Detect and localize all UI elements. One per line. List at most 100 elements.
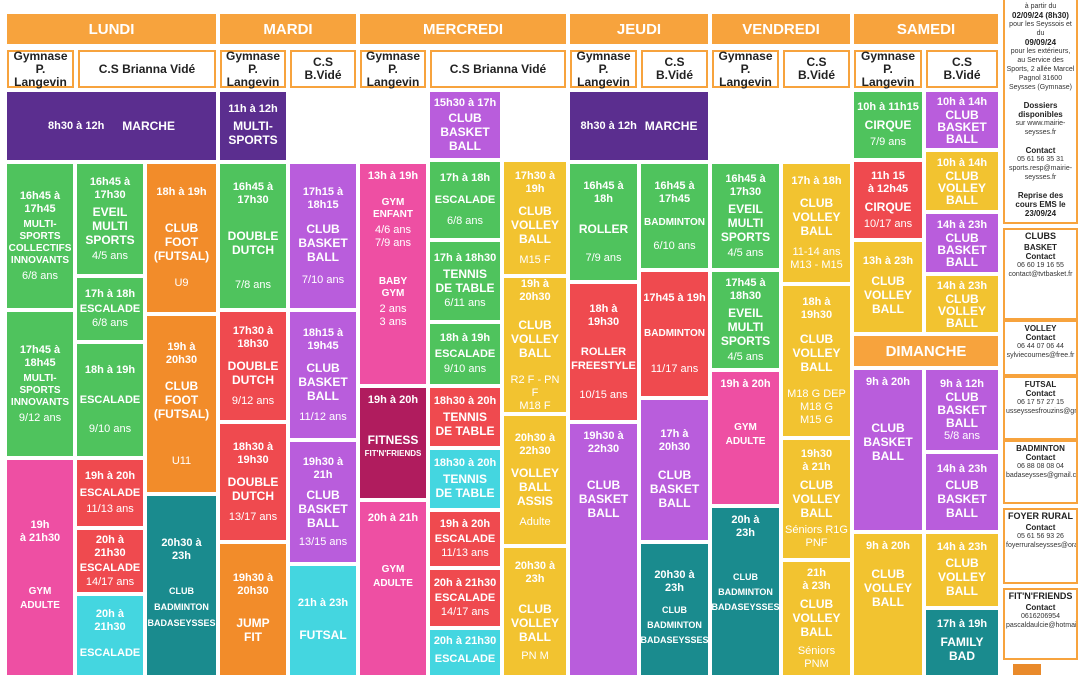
venue-vide-mardi: C.S B.Vidé	[290, 50, 356, 88]
activity-time: 20h30 à 23h	[514, 560, 556, 585]
activity-age: 11/17 ans	[650, 363, 699, 375]
activity-time: 10h à 14h	[936, 95, 988, 108]
activity-time: 17h à 20h30	[658, 427, 691, 453]
activity-block: 19h à 21h30 GYM ADULTE	[7, 460, 73, 675]
activity-name: MARCHE	[122, 119, 175, 133]
activity-block: 18h30 à 20h TENNIS DE TABLE	[430, 388, 500, 446]
activity-name: ESCALADE	[79, 487, 141, 499]
fitnfriends-contact[interactable]: 0616206954 pascaldaulcie@hotmail.fr	[1006, 613, 1078, 629]
activity-time: 17h45 à 18h30	[725, 276, 766, 302]
activity-name: CLUB BADMINTON BADASEYSSES	[641, 604, 708, 645]
activity-name: CLUB VOLLEY BALL	[510, 203, 559, 246]
activity-age: 6/11 ans	[444, 297, 486, 309]
activity-block: 9h à 20h CLUB BASKET BALL	[854, 370, 922, 530]
activity-block: 21h à 23h CLUB VOLLEY BALL Séniors PNM	[783, 562, 850, 675]
activity-block: 10h à 14h CLUB VOLLEY BALL	[926, 152, 998, 210]
activity-name: ESCALADE	[79, 647, 141, 659]
fitnfriends-title: FIT'N'FRIENDS	[1008, 591, 1073, 601]
activity-age: 9/12 ans	[231, 394, 275, 407]
info-text: pour les extérieurs, au Service des Spor…	[1006, 48, 1075, 91]
activity-block: 21h à 23h FUTSAL	[290, 566, 356, 675]
activity-name: CLUB VOLLEY BALL	[510, 602, 559, 644]
foyer-contact[interactable]: 05 61 56 93 26 foyerruralseysses@orange.…	[1006, 533, 1078, 549]
activity-name: FUTSAL	[299, 627, 347, 642]
activity-block: 18h à 19h CLUB FOOT (FUTSAL) U9	[147, 164, 216, 312]
activity-name: FAMILY BAD	[940, 635, 984, 663]
activity-name: CLUB BASKET BALL	[298, 221, 348, 264]
activity-time: 14h à 23h	[936, 462, 988, 475]
activity-time: 17h15 à 18h15	[302, 185, 344, 211]
activity-block: 13h à 19h GYM ENFANT 4/6 ans 7/9 ans BAB…	[360, 164, 426, 384]
info-text: à partir du	[1024, 3, 1057, 10]
day-jeudi: JEUDI	[570, 14, 708, 44]
activity-time: 17h à 18h	[791, 174, 842, 187]
activity-age: 7/8 ans	[234, 278, 272, 291]
activity-age: R2 F - PN F M18 F	[510, 373, 560, 412]
activity-name: JUMP FIT	[236, 616, 270, 644]
activity-age: 11/13 ans	[441, 547, 489, 559]
activity-name: CLUB BASKET BALL	[649, 467, 700, 510]
registration-info: à partir du 02/09/24 (8h30) pour les Sey…	[1003, 0, 1078, 224]
activity-time: 14h à 23h	[936, 540, 988, 553]
activity-block: 14h à 23h CLUB BASKET BALL	[926, 454, 998, 530]
venue-vide-jeudi: C.S B.Vidé	[641, 50, 708, 88]
activity-block: 18h15 à 19h45 CLUB BASKET BALL 11/12 ans	[290, 312, 356, 438]
activity-name: TENNIS DE TABLE	[435, 267, 495, 295]
activity-name: MULTI- SPORTS INNOVANTS	[10, 372, 70, 408]
activity-name: CLUB VOLLEY BALL	[792, 596, 841, 639]
activity-block: 10h à 14h CLUB BASKET BALL	[926, 92, 998, 148]
activity-name: CLUB VOLLEY BALL	[792, 331, 841, 374]
activity-name: DOUBLE DUTCH	[227, 358, 279, 387]
activity-time: 13h à 19h	[367, 170, 419, 182]
activity-name: CLUB BASKET BALL	[298, 360, 348, 403]
activity-block: 20h à 21h GYM ADULTE	[360, 502, 426, 675]
logo-icon	[1013, 664, 1041, 675]
activity-age: 13/17 ans	[228, 510, 278, 523]
activity-time: 18h à 19h30	[800, 295, 833, 321]
activity-block: 19h à 20h30 CLUB VOLLEY BALL R2 F - PN F…	[504, 278, 566, 412]
activity-time: 18h30 à 19h30	[232, 440, 274, 466]
activity-name: FITNESS	[367, 433, 419, 447]
activity-block: 17h30 à 19h CLUB VOLLEY BALL M15 F	[504, 162, 566, 274]
activity-age: 5/8 ans	[943, 429, 981, 442]
activity-time: 16h45 à 17h45	[654, 179, 695, 205]
activity-block: 18h à 19h ESCALADE 9/10 ans	[430, 324, 500, 384]
clubs-title: CLUBS	[1025, 231, 1056, 241]
activity-age: M18 G DEP M18 G M15 G	[787, 387, 846, 426]
activity-time: 20h30 à 23h	[654, 568, 695, 594]
activity-time: 14h à 23h	[936, 279, 988, 292]
activity-block: 17h à 18h ESCALADE 6/8 ans	[77, 278, 143, 340]
club-volley-contact[interactable]: 06 44 07 06 44 sylviecournes@free.fr	[1006, 343, 1075, 359]
activity-age: 13/15 ans	[298, 535, 348, 548]
club-futsal: FUTSAL	[1024, 380, 1057, 389]
activity-name: MULTI- SPORTS	[228, 118, 278, 147]
activity-time: 20h à 21h30	[433, 635, 497, 647]
club-basket-contact[interactable]: 06 60 19 16 55 contact@tvtbasket.fr	[1008, 262, 1073, 278]
activity-block: 20h à 21h30 ESCALADE	[430, 630, 500, 675]
activity-time: 10h à 14h	[936, 156, 988, 169]
activity-name: CLUB BASKET BALL	[937, 107, 987, 146]
activity-age: 11-14 ans M13 - M15	[790, 245, 843, 271]
activity-block: 17h45 à 18h30 EVEIL MULTI SPORTS 4/5 ans	[712, 272, 779, 368]
activity-time: 17h30 à 19h	[514, 169, 556, 195]
activity-time: 17h à 18h	[439, 172, 491, 184]
activity-time: 20h à 21h30	[94, 608, 126, 633]
club-futsal-contact[interactable]: 06 17 57 27 15 usseyssesfrouzins@gmail.c…	[1006, 399, 1078, 415]
activity-time: 17h30 à 18h30	[232, 324, 274, 350]
activity-block: 9h à 20h CLUB VOLLEY BALL	[854, 534, 922, 675]
activity-time: 9h à 12h	[939, 377, 985, 390]
foyer-title: FOYER RURAL	[1008, 511, 1073, 521]
venue-vide-lundi: C.S Brianna Vidé	[78, 50, 216, 88]
activity-age: 7/9 ans	[869, 136, 907, 148]
activity-block: 20h30 à 22h30 VOLLEY BALL ASSIS Adulte	[504, 416, 566, 544]
dossiers-link[interactable]: sur www.mairie-seysses.fr	[1015, 120, 1066, 136]
activity-time: 19h à 20h	[84, 470, 136, 482]
club-badminton-contact[interactable]: 06 88 08 08 04 badaseysses@gmail.com	[1006, 463, 1078, 479]
activity-age: 14/17 ans	[85, 575, 135, 588]
activity-block: 16h45 à 17h45 BADMINTON 6/10 ans	[641, 164, 708, 268]
activity-age: 6/8 ans	[91, 317, 129, 329]
activity-age: M15 F	[519, 253, 551, 266]
clubs-header: CLUBS BASKET Contact 06 60 19 16 55 cont…	[1003, 228, 1078, 320]
contact-value[interactable]: 05 61 56 35 31 sports.resp@mairie-seysse…	[1008, 156, 1073, 181]
activity-block: 19h30 à 20h30 JUMP FIT	[220, 544, 286, 675]
